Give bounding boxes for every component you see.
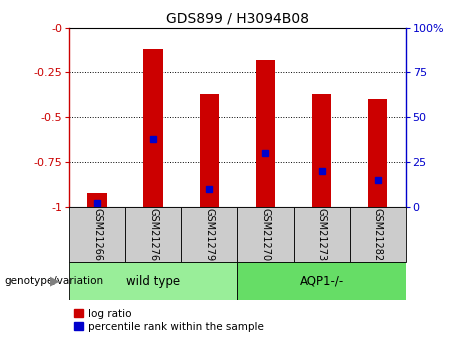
Bar <box>312 94 331 207</box>
Text: ▶: ▶ <box>50 275 60 288</box>
Text: AQP1-/-: AQP1-/- <box>300 275 343 288</box>
Bar <box>237 207 294 262</box>
Bar <box>256 60 275 207</box>
Title: GDS899 / H3094B08: GDS899 / H3094B08 <box>166 11 309 25</box>
Bar <box>69 207 125 262</box>
Text: GSM21270: GSM21270 <box>260 208 271 261</box>
Text: GSM21266: GSM21266 <box>92 208 102 261</box>
Bar <box>294 207 349 262</box>
Text: GSM21276: GSM21276 <box>148 208 158 261</box>
Bar <box>125 207 181 262</box>
Bar <box>237 262 406 300</box>
Text: genotype/variation: genotype/variation <box>5 276 104 286</box>
Bar <box>368 99 387 207</box>
Bar <box>88 193 107 207</box>
Text: wild type: wild type <box>126 275 180 288</box>
Legend: log ratio, percentile rank within the sample: log ratio, percentile rank within the sa… <box>74 309 264 332</box>
Bar <box>349 207 406 262</box>
Text: GSM21279: GSM21279 <box>204 208 214 261</box>
Bar <box>143 49 163 207</box>
Bar <box>69 262 237 300</box>
Bar <box>200 94 219 207</box>
Text: GSM21282: GSM21282 <box>372 208 383 261</box>
Text: GSM21273: GSM21273 <box>317 208 326 261</box>
Bar <box>181 207 237 262</box>
